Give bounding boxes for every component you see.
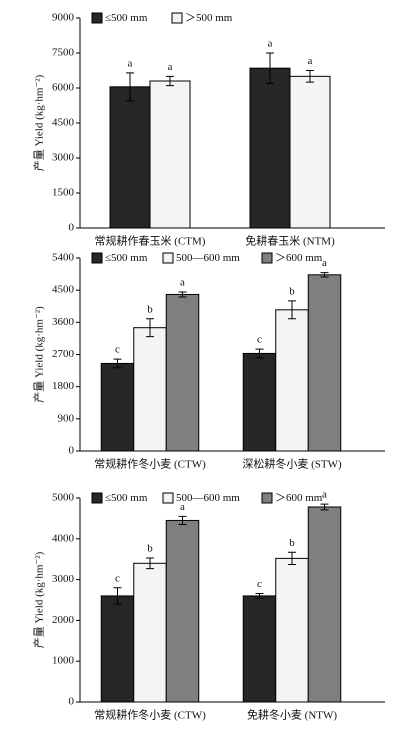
- y-tick-label: 0: [69, 696, 75, 708]
- bar: [249, 67, 291, 229]
- y-tick-label: 3000: [52, 573, 75, 585]
- y-tick-label: 6000: [52, 82, 75, 94]
- x-tick-label: 常规耕作冬小麦 (CTW): [94, 457, 206, 471]
- bar: [149, 80, 191, 229]
- x-tick-label: 免耕春玉米 (NTM): [245, 234, 335, 248]
- bar: [165, 519, 200, 703]
- legend-swatch: [91, 12, 103, 24]
- legend-swatch: [91, 252, 103, 264]
- y-axis-label: 产量 Yield (kg·hm⁻²): [32, 74, 46, 171]
- significance-letter: c: [115, 572, 120, 584]
- significance-letter: a: [168, 61, 173, 73]
- y-tick-label: 1800: [52, 380, 75, 392]
- y-tick-label: 5400: [52, 252, 75, 264]
- bar: [109, 86, 151, 229]
- x-tick-label: 深松耕冬小麦 (STW): [242, 457, 342, 471]
- bar: [275, 309, 309, 452]
- y-tick-label: 4000: [52, 532, 75, 544]
- y-tick-label: 1000: [52, 655, 75, 667]
- error-bar: [166, 75, 174, 87]
- error-bar: [255, 348, 264, 359]
- legend-label: 500—600 mm: [176, 252, 240, 264]
- significance-letter: b: [289, 285, 295, 297]
- bar: [133, 562, 167, 703]
- legend-swatch: [171, 12, 183, 24]
- bar: [242, 352, 277, 452]
- error-bar: [320, 272, 329, 278]
- y-axis-label: 产量 Yield (kg·hm⁻²): [32, 551, 46, 648]
- significance-letter: a: [128, 57, 133, 69]
- x-tick-label: 免耕冬小麦 (NTW): [247, 708, 337, 722]
- legend-swatch: [261, 252, 273, 264]
- bar: [133, 327, 167, 452]
- y-tick-label: 3600: [52, 316, 75, 328]
- legend-label: 500—600 mm: [176, 492, 240, 504]
- y-tick-label: 3000: [52, 152, 75, 164]
- significance-letter: c: [115, 344, 120, 356]
- y-tick-label: 2000: [52, 614, 75, 626]
- legend-label: ＞600 mm: [275, 492, 323, 504]
- error-bar: [306, 70, 314, 83]
- significance-letter: a: [180, 501, 185, 513]
- bar: [165, 293, 200, 452]
- legend-swatch: [162, 492, 174, 504]
- significance-letter: a: [322, 257, 327, 269]
- error-bar: [320, 503, 329, 511]
- significance-letter: b: [147, 543, 153, 555]
- significance-letter: a: [180, 276, 185, 288]
- legend-label: ＞600 mm: [275, 252, 323, 264]
- y-tick-label: 9000: [52, 12, 75, 24]
- y-tick-label: 7500: [52, 47, 75, 59]
- y-tick-label: 5000: [52, 492, 75, 504]
- bar: [100, 595, 135, 703]
- bar: [275, 557, 309, 703]
- y-tick-label: 900: [58, 412, 75, 424]
- legend-label: ≤500 mm: [105, 252, 148, 264]
- legend-swatch: [261, 492, 273, 504]
- significance-letter: a: [268, 38, 273, 50]
- error-bar: [113, 358, 122, 369]
- error-bar: [288, 551, 296, 566]
- x-tick-label: 常规耕作冬小麦 (CTW): [94, 708, 206, 722]
- bar: [289, 75, 331, 229]
- bar: [100, 362, 135, 452]
- significance-letter: c: [257, 334, 262, 346]
- significance-letter: a: [308, 55, 313, 67]
- y-tick-label: 0: [69, 445, 75, 457]
- x-tick-label: 常规耕作春玉米 (CTM): [95, 234, 206, 248]
- significance-letter: b: [147, 303, 153, 315]
- legend-label: ＞500 mm: [185, 12, 233, 24]
- bar: [307, 274, 342, 452]
- error-bar: [178, 515, 187, 526]
- error-bar: [126, 72, 134, 102]
- error-bar: [255, 592, 264, 599]
- significance-letter: c: [257, 578, 262, 590]
- bar: [242, 595, 277, 703]
- y-tick-label: 2700: [52, 348, 75, 360]
- legend-swatch: [91, 492, 103, 504]
- error-bar: [266, 52, 274, 84]
- error-bar: [146, 557, 154, 570]
- significance-letter: b: [289, 537, 295, 549]
- error-bar: [178, 291, 187, 298]
- error-bar: [288, 300, 296, 320]
- legend-label: ≤500 mm: [105, 492, 148, 504]
- legend-swatch: [162, 252, 174, 264]
- y-axis-label: 产量 Yield (kg·hm⁻²): [32, 306, 46, 403]
- legend-label: ≤500 mm: [105, 12, 148, 24]
- error-bar: [113, 587, 122, 605]
- significance-letter: a: [322, 489, 327, 501]
- error-bar: [146, 318, 154, 338]
- y-tick-label: 1500: [52, 187, 75, 199]
- y-tick-label: 0: [69, 222, 75, 234]
- y-tick-label: 4500: [52, 117, 75, 129]
- y-tick-label: 4500: [52, 284, 75, 296]
- bar: [307, 506, 342, 703]
